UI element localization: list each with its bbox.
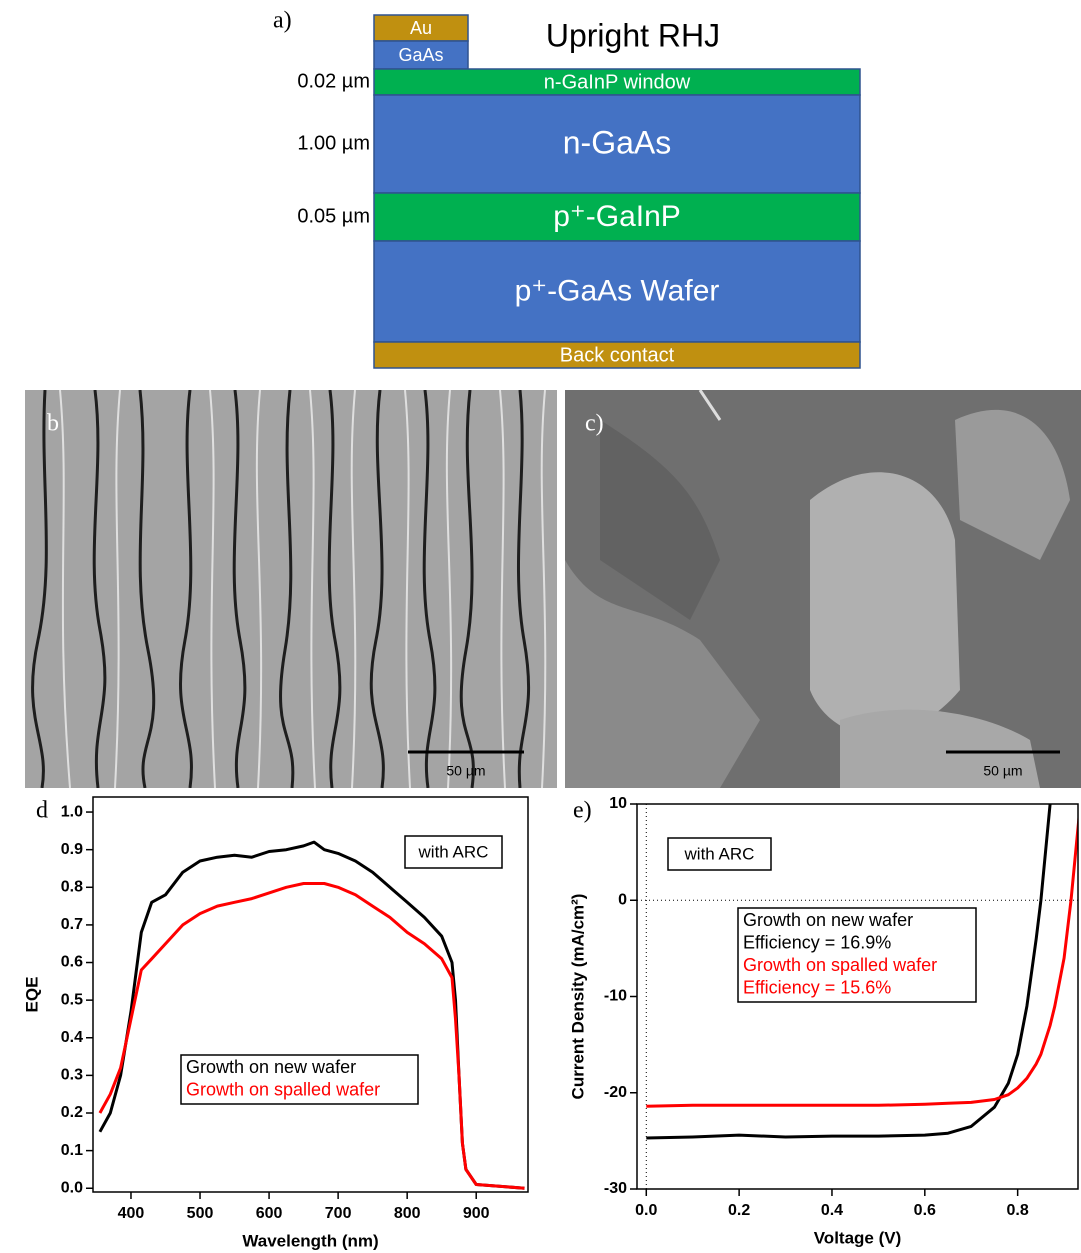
x-tick-label: 800 — [394, 1205, 421, 1222]
legend-entry: Growth on spalled wafer — [186, 1079, 380, 1099]
y-tick-label: 0.7 — [61, 916, 83, 933]
x-tick-label: 0.0 — [635, 1202, 657, 1219]
y-axis-label: EQE — [22, 977, 41, 1013]
diagram-title: Upright RHJ — [546, 17, 720, 53]
x-tick-label: 0.4 — [821, 1202, 843, 1219]
y-tick-label: 0.9 — [61, 841, 83, 858]
x-tick-label: 0.8 — [1007, 1202, 1029, 1219]
layer-label: Au — [410, 18, 432, 38]
panel-label: d — [36, 798, 48, 824]
x-tick-label: 500 — [187, 1205, 214, 1222]
y-tick-label: 0.3 — [61, 1067, 83, 1084]
scale-bar-label: 50 µm — [446, 763, 485, 779]
y-tick-label: 10 — [609, 795, 627, 812]
sem-image-c — [565, 390, 1081, 788]
y-axis-label: Current Density (mA/cm²) — [568, 894, 587, 1100]
scale-bar-label: 50 µm — [983, 763, 1022, 779]
y-tick-label: 1.0 — [61, 803, 83, 820]
x-tick-label: 0.2 — [728, 1202, 750, 1219]
y-tick-label: 0.6 — [61, 954, 83, 971]
panel-label: b — [47, 411, 59, 437]
panel-label: c) — [585, 411, 604, 437]
layer-label: p⁺-GaAs Wafer — [515, 274, 720, 307]
y-tick-label: -10 — [604, 988, 627, 1005]
y-tick-label: 0.0 — [61, 1179, 83, 1196]
legend-entry: Efficiency = 15.6% — [743, 977, 891, 997]
x-tick-label: 400 — [118, 1205, 145, 1222]
series-line — [100, 884, 525, 1189]
x-tick-label: 700 — [325, 1205, 352, 1222]
legend-entry: Growth on new wafer — [186, 1057, 356, 1077]
panel-label: a) — [273, 8, 292, 34]
sem-image-b — [25, 390, 557, 788]
y-tick-label: 0.4 — [61, 1029, 83, 1046]
layer-label: n-GaAs — [563, 124, 671, 160]
y-tick-label: -30 — [604, 1180, 627, 1197]
x-axis-label: Voltage (V) — [814, 1228, 902, 1247]
figure: a) Upright RHJ Au GaAs n-GaInP window 0.02 µm… — [0, 0, 1081, 1253]
annotation: with ARC — [418, 842, 489, 861]
legend-entry: Growth on spalled wafer — [743, 955, 937, 975]
layer-label: GaAs — [398, 45, 443, 65]
y-tick-label: 0.2 — [61, 1104, 83, 1121]
x-tick-label: 900 — [463, 1205, 490, 1222]
legend-entry: Efficiency = 16.9% — [743, 932, 891, 952]
x-tick-label: 0.6 — [914, 1202, 936, 1219]
x-axis-label: Wavelength (nm) — [242, 1231, 378, 1250]
annotation: with ARC — [684, 844, 755, 863]
y-tick-label: -20 — [604, 1084, 627, 1101]
layer-label: Back contact — [560, 344, 675, 366]
y-tick-label: 0 — [618, 891, 627, 908]
thickness-label: 0.05 µm — [297, 205, 370, 227]
y-tick-label: 0.1 — [61, 1142, 83, 1159]
y-tick-label: 0.8 — [61, 879, 83, 896]
layer-label: n-GaInP window — [544, 71, 691, 93]
thickness-label: 1.00 µm — [297, 132, 370, 154]
x-tick-label: 600 — [256, 1205, 283, 1222]
y-tick-label: 0.5 — [61, 991, 83, 1008]
panel-label: e) — [573, 798, 592, 824]
legend-entry: Growth on new wafer — [743, 910, 913, 930]
layer-label: p⁺-GaInP — [553, 200, 681, 233]
thickness-label: 0.02 µm — [297, 70, 370, 92]
